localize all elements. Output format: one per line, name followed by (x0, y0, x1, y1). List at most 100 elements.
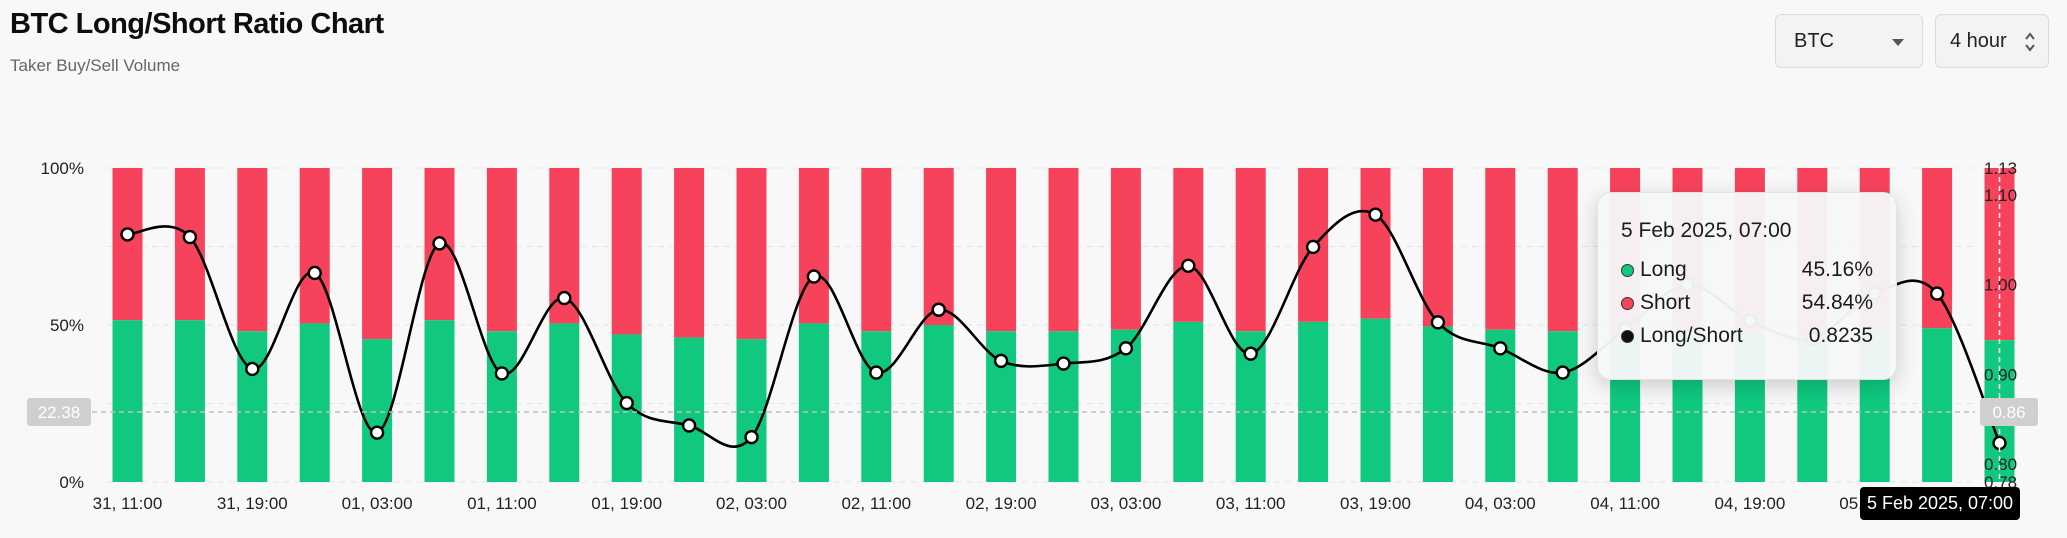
ratio-point[interactable] (681, 418, 697, 433)
ratio-point[interactable] (432, 236, 447, 251)
long-bar[interactable] (237, 331, 268, 482)
page-title: BTC Long/Short Ratio Chart (10, 8, 384, 40)
short-bar[interactable] (299, 168, 330, 324)
ratio-point[interactable] (307, 265, 322, 281)
ratio-point[interactable] (619, 395, 634, 411)
long-bar[interactable] (861, 331, 892, 482)
short-bar[interactable] (1547, 168, 1578, 332)
long-bar[interactable] (299, 323, 330, 482)
tooltip-value: 45.16% (1801, 258, 1873, 281)
ratio-point[interactable] (1555, 365, 1570, 380)
left-axis-tick: 0% (59, 473, 84, 492)
short-bar[interactable] (923, 168, 954, 325)
crosshair-x-label: 5 Feb 2025, 07:00 (1860, 487, 2020, 520)
ratio-point[interactable] (1118, 341, 1134, 356)
long-bar[interactable] (486, 331, 517, 482)
long-bar[interactable] (549, 323, 580, 482)
x-axis-tick: 02, 19:00 (966, 494, 1037, 513)
chevron-down-icon (1892, 39, 1904, 46)
chart-tooltip: 5 Feb 2025, 07:00 Long 45.16% Short 54.8… (1597, 192, 1897, 380)
long-bar[interactable] (1173, 321, 1204, 482)
short-bar[interactable] (1422, 168, 1453, 327)
long-bar[interactable] (362, 339, 393, 482)
short-bar[interactable] (1485, 168, 1516, 330)
interval-select[interactable]: 4 hour (1935, 14, 2049, 68)
ratio-point[interactable] (993, 353, 1009, 369)
right-axis-tick: 0.80 (1984, 455, 2017, 474)
long-bar[interactable] (923, 325, 954, 482)
ratio-point[interactable] (494, 366, 510, 381)
ratio-point[interactable] (1368, 207, 1383, 222)
ratio-point[interactable] (1929, 286, 1945, 301)
short-bar[interactable] (486, 168, 517, 332)
long-bar[interactable] (736, 339, 767, 482)
ratio-point[interactable] (369, 425, 385, 440)
tooltip-label: Long (1640, 258, 1687, 281)
short-bar[interactable] (736, 168, 767, 340)
x-axis-tick: 03, 03:00 (1090, 494, 1161, 513)
ratio-point[interactable] (1181, 258, 1196, 273)
short-bar[interactable] (1173, 168, 1204, 322)
x-axis-tick: 02, 11:00 (841, 494, 911, 513)
x-axis-tick: 02, 03:00 (716, 494, 787, 513)
short-bar[interactable] (1110, 168, 1141, 330)
ratio-point[interactable] (931, 302, 946, 317)
tooltip-value: 54.84% (1801, 291, 1873, 314)
ratio-legend-dot-icon (1621, 329, 1634, 343)
short-bar[interactable] (986, 168, 1017, 332)
updown-chevron-icon (2025, 32, 2035, 52)
long-bar[interactable] (1422, 326, 1453, 482)
asset-select-value: BTC (1794, 29, 1834, 52)
right-axis-tick: 0.90 (1984, 365, 2017, 384)
crosshair-right-badge (1980, 398, 2038, 426)
short-bar[interactable] (362, 168, 393, 340)
asset-select[interactable]: BTC (1775, 14, 1923, 68)
x-axis-tick: 04, 11:00 (1590, 494, 1660, 513)
ratio-point[interactable] (245, 361, 260, 377)
long-bar[interactable] (1298, 321, 1329, 482)
x-axis-tick: 31, 11:00 (93, 494, 163, 513)
long-bar[interactable] (424, 320, 455, 482)
short-bar[interactable] (798, 168, 829, 324)
long-bar[interactable] (112, 320, 143, 482)
tooltip-row-long: Long 45.16% (1621, 255, 1873, 285)
tooltip-title: 5 Feb 2025, 07:00 (1621, 219, 1792, 242)
short-legend-dot-icon (1621, 296, 1634, 310)
x-axis-tick: 01, 11:00 (467, 494, 537, 513)
short-bar[interactable] (611, 168, 642, 335)
short-bar[interactable] (237, 168, 268, 332)
ratio-point[interactable] (1305, 239, 1321, 255)
long-bar[interactable] (798, 323, 829, 482)
ratio-point[interactable] (557, 290, 572, 306)
ratio-point[interactable] (1493, 341, 1508, 356)
long-bar[interactable] (174, 320, 205, 482)
ratio-point[interactable] (1056, 356, 1071, 371)
crosshair-left-value: 22.38 (38, 403, 81, 422)
long-bar[interactable] (1547, 331, 1578, 482)
short-bar[interactable] (112, 168, 143, 321)
short-bar[interactable] (1922, 168, 1953, 329)
short-bar[interactable] (1235, 168, 1266, 332)
ratio-point[interactable] (1243, 346, 1258, 361)
long-bar[interactable] (1360, 318, 1391, 482)
long-bar[interactable] (1922, 328, 1953, 482)
interval-select-value: 4 hour (1950, 29, 2007, 52)
right-axis-tick: 1.10 (1984, 186, 2017, 205)
ratio-point[interactable] (120, 227, 135, 242)
tooltip-row-short: Short 54.84% (1621, 288, 1873, 318)
tooltip-value: 0.8235 (1808, 324, 1873, 347)
short-bar[interactable] (1360, 168, 1391, 319)
x-axis-tick: 03, 19:00 (1340, 494, 1411, 513)
ratio-point[interactable] (182, 229, 198, 245)
ratio-point[interactable] (1430, 315, 1446, 330)
short-bar[interactable] (861, 168, 892, 332)
ratio-point[interactable] (744, 429, 759, 445)
short-bar[interactable] (1048, 168, 1079, 332)
ratio-point[interactable] (806, 269, 822, 284)
long-bar[interactable] (674, 337, 705, 482)
ratio-point[interactable] (869, 365, 884, 380)
short-bar[interactable] (674, 168, 705, 338)
x-axis-tick: 03, 11:00 (1216, 494, 1286, 513)
long-bar[interactable] (1048, 331, 1079, 482)
